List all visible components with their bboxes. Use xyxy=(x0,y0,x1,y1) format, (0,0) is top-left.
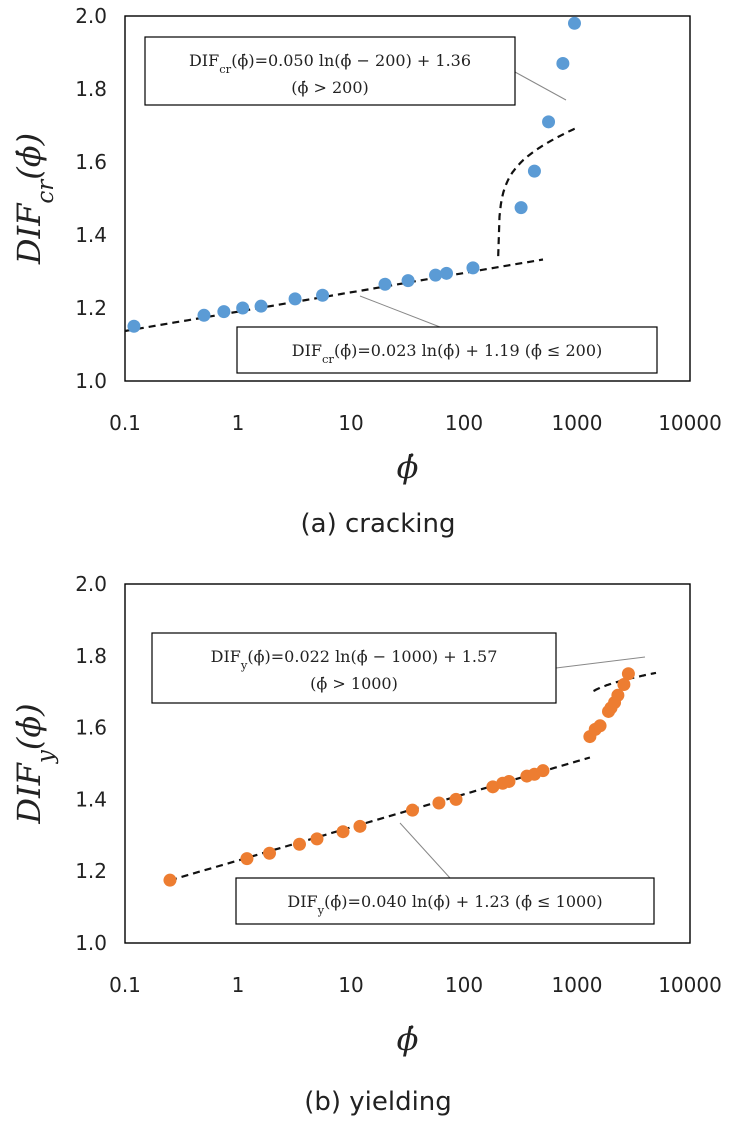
annotation-leader xyxy=(399,822,451,879)
y-tick-label: 1.2 xyxy=(75,859,107,883)
equation-text: DIFy(ϕ̇)=0.022 ln(ϕ̇ − 1000) + 1.57 xyxy=(211,647,498,672)
data-point xyxy=(401,274,415,288)
equation-text: DIFcr(ϕ̇)=0.023 ln(ϕ̇) + 1.19 (ϕ̇ ≤ 200) xyxy=(292,341,603,366)
panel-caption: (a) cracking xyxy=(301,509,456,539)
x-tick-label: 1000 xyxy=(552,973,603,997)
x-tick-label: 10000 xyxy=(658,411,722,435)
data-point xyxy=(336,825,350,839)
panel-caption: (b) yielding xyxy=(304,1087,452,1117)
y-tick-label: 1.2 xyxy=(75,296,107,320)
data-point xyxy=(197,308,211,322)
annotation-leader xyxy=(514,71,567,101)
annotation-leader xyxy=(359,295,441,328)
data-point xyxy=(611,688,625,702)
data-point xyxy=(527,164,541,178)
fit-line-200 xyxy=(497,126,578,257)
x-tick-label: 1000 xyxy=(552,411,603,435)
fit-line-200 xyxy=(124,258,544,333)
data-point xyxy=(429,268,443,282)
y-axis-label: DIFcr(ϕ̇) xyxy=(10,133,59,265)
y-tick-label: 2.0 xyxy=(75,572,107,596)
equation-condition: (ϕ̇ > 200) xyxy=(291,78,369,97)
x-tick-label: 10 xyxy=(338,411,363,435)
y-tick-label: 1.0 xyxy=(75,931,107,955)
data-point xyxy=(316,288,330,302)
data-point xyxy=(449,792,463,806)
x-tick-label: 100 xyxy=(445,411,483,435)
x-tick-label: 10000 xyxy=(658,973,722,997)
data-point xyxy=(621,667,635,681)
data-point xyxy=(236,301,250,315)
data-point xyxy=(405,803,419,817)
data-point xyxy=(217,305,231,319)
data-point xyxy=(486,780,500,794)
fit-line-1000 xyxy=(169,756,591,882)
y-tick-label: 1.6 xyxy=(75,150,107,174)
x-tick-label: 1 xyxy=(232,411,245,435)
plot-frame xyxy=(124,15,691,382)
data-point xyxy=(240,852,254,866)
plot-frame xyxy=(124,583,691,944)
data-point xyxy=(432,796,446,810)
data-point xyxy=(542,115,556,129)
data-point xyxy=(536,764,550,778)
equation-condition: (ϕ̇ > 1000) xyxy=(310,674,398,693)
data-point xyxy=(127,319,141,333)
data-point xyxy=(292,837,306,851)
annotation-leader xyxy=(555,656,646,669)
panel-cracking: 1.0 1.2 1.4 1.6 1.8 2.0 0.1 1 10 100 1000 10000 DIFc… xyxy=(10,4,722,539)
y-tick-label: 1.4 xyxy=(75,787,107,811)
equation-box xyxy=(151,632,557,704)
y-tick-label: 1.4 xyxy=(75,223,107,247)
data-point xyxy=(353,819,367,833)
panel-yielding: 1.0 1.2 1.4 1.6 1.8 2.0 0.1 1 10 100 1000 10000 DIFy… xyxy=(10,572,722,1117)
data-point xyxy=(514,201,528,215)
data-point xyxy=(466,261,480,275)
equation-text: DIFcr(ϕ̇)=0.050 ln(ϕ̇ − 200) + 1.36 xyxy=(189,51,471,76)
data-point xyxy=(378,277,392,291)
data-point xyxy=(163,873,177,887)
x-tick-label: 0.1 xyxy=(109,973,141,997)
data-point xyxy=(556,56,570,70)
x-tick-label: 0.1 xyxy=(109,411,141,435)
y-axis-label: DIFy(ϕ̇) xyxy=(10,703,59,824)
y-tick-label: 2.0 xyxy=(75,4,107,28)
x-tick-label: 10 xyxy=(338,973,363,997)
y-tick-label: 1.6 xyxy=(75,716,107,740)
data-point xyxy=(288,292,302,306)
equation-box xyxy=(236,326,658,374)
y-tick-label: 1.8 xyxy=(75,644,107,668)
equation-box xyxy=(235,877,655,925)
y-tick-label: 1.0 xyxy=(75,369,107,393)
data-point xyxy=(617,678,631,692)
data-point xyxy=(593,719,607,733)
data-point xyxy=(254,299,268,313)
fit-line-1000 xyxy=(593,671,657,693)
equation-text: DIFy(ϕ̇)=0.040 ln(ϕ̇) + 1.23 (ϕ̇ ≤ 1000) xyxy=(287,892,602,917)
x-tick-label: 100 xyxy=(445,973,483,997)
data-point xyxy=(262,846,276,860)
x-tick-label: 1 xyxy=(232,973,245,997)
data-point xyxy=(567,16,581,30)
data-point xyxy=(439,266,453,280)
data-point xyxy=(310,832,324,846)
x-axis-label: ϕ̇ xyxy=(397,448,419,486)
equation-box xyxy=(144,36,516,106)
x-axis-label: ϕ̇ xyxy=(397,1020,419,1058)
y-tick-label: 1.8 xyxy=(75,77,107,101)
data-point xyxy=(502,774,516,788)
